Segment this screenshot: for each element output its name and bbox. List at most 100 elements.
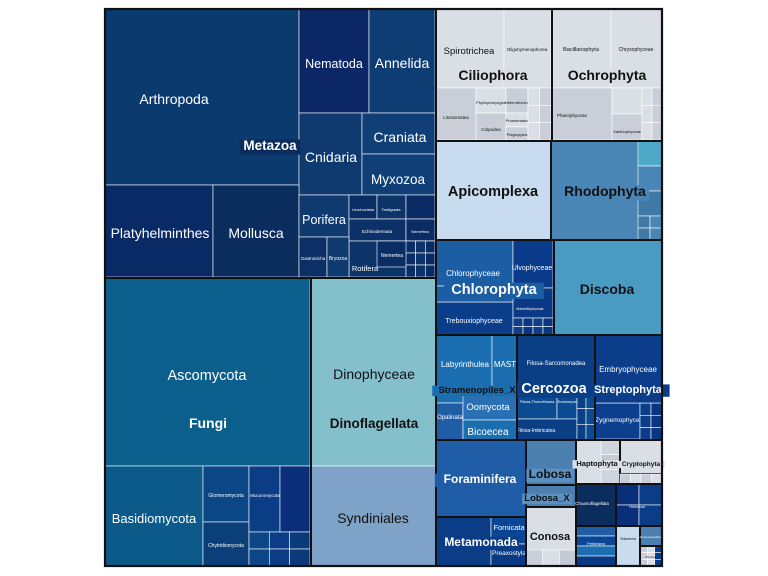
metazoa-small-cell bbox=[425, 264, 436, 278]
tile-label-colpodea: Colpodea bbox=[481, 127, 501, 132]
tile-label-prostomatea: Prostomatea bbox=[506, 118, 529, 123]
tile-label-chrysophyceae: Chrysophyceae bbox=[619, 47, 654, 53]
tile-label-mollusca: Mollusca bbox=[228, 225, 283, 241]
streptophyta-small-cell bbox=[650, 402, 663, 416]
metazoa-small-cell bbox=[415, 252, 426, 266]
tile-label-craniata: Craniata bbox=[374, 129, 427, 145]
group-label-lobosa: Lobosa bbox=[529, 467, 572, 481]
metazoa-small-cell bbox=[415, 264, 426, 278]
chlorophyta-small-cell bbox=[532, 317, 544, 327]
group-label-fungi-label-bg bbox=[185, 417, 231, 433]
tile-label-nematoda: Nematoda bbox=[305, 57, 363, 71]
tile-label-syndiniales: Syndiniales bbox=[337, 510, 409, 526]
group-label-haptophyta: Haptophyta bbox=[576, 459, 618, 468]
metazoa-small-cell bbox=[405, 252, 416, 266]
group-label-choanoflagellata: Choanoflagellata bbox=[575, 501, 609, 506]
streptophyta-small-cell bbox=[639, 402, 652, 416]
group-label-ochrophyta-label-bg bbox=[563, 69, 651, 85]
ciliophora-small-cell bbox=[539, 87, 552, 106]
tile-label-dinophyceae: Dinophyceae bbox=[333, 366, 415, 382]
tile-label-plagiopylea: Plagiopylea bbox=[507, 132, 528, 137]
metazoa-small-cell bbox=[425, 240, 436, 254]
tile-label-tardigrada: Tardigrada bbox=[382, 207, 402, 212]
group-label-dinoflagellata: Dinoflagellata bbox=[330, 416, 419, 431]
tile-label-oligohymenophorea: Oligohymenophorea bbox=[507, 47, 548, 52]
tile-label-xanthophyceae: Xanthophyceae bbox=[613, 129, 642, 134]
group-label-dinoflagellata-label-bg bbox=[315, 417, 433, 433]
tile-label-nemertea: Nemertea bbox=[411, 229, 429, 234]
tile-label-ascomycota: Ascomycota bbox=[168, 368, 248, 384]
tile-label-echinodermata: Echinodermata bbox=[362, 229, 393, 234]
tile-label-opalinata: Opalinata bbox=[437, 415, 463, 421]
group-label-rhodophyta-label-bg bbox=[561, 185, 649, 201]
group-label-ciliophora-label-bg bbox=[449, 69, 537, 85]
fungi-small-cell bbox=[269, 548, 290, 567]
haptophyta-small-cell bbox=[600, 439, 621, 455]
conosa-small-cell bbox=[542, 549, 560, 567]
tile-cnidaria bbox=[298, 112, 363, 196]
tile-label-mast: MAST bbox=[494, 360, 516, 369]
fungi-small-cell bbox=[248, 531, 270, 550]
tile-label-myxozoa: Myxozoa bbox=[371, 172, 426, 187]
tile-zygnemophyceae bbox=[594, 402, 641, 440]
ochrophyta-small-cell bbox=[641, 87, 653, 106]
tile-label-filosa-sarcomonadea: Filosa-Sarcomonadea bbox=[527, 361, 586, 367]
tile-label-preaxostyla: Preaxostyla bbox=[492, 550, 526, 557]
tile-dinophyceae bbox=[310, 277, 437, 467]
tile-chytridiomycota bbox=[202, 521, 250, 567]
tile-cryptophyta bbox=[619, 439, 663, 475]
group-label-conosa-label-bg bbox=[528, 531, 572, 544]
tile-label-platyhelminthes: Platyhelminthes bbox=[111, 225, 210, 241]
tile-label-annelida: Annelida bbox=[375, 55, 430, 71]
chlorophyta-small-cell bbox=[542, 326, 554, 336]
group-label-cercozoa: Cercozoa bbox=[521, 381, 587, 397]
tile-colpodea bbox=[475, 112, 507, 141]
group-label-stramenopiles-x: Stramenopiles_X bbox=[438, 385, 516, 396]
ochrophyta-small-cell bbox=[651, 122, 663, 141]
chlorophyta-small-cell bbox=[522, 317, 534, 327]
cryptophyta-small-cell bbox=[640, 473, 652, 485]
tile-bolidophyceae bbox=[611, 87, 643, 115]
group-label-apicomplexa: Apicomplexa bbox=[448, 184, 539, 200]
tile-myxozoa bbox=[361, 153, 436, 196]
streptophyta-small-cell bbox=[650, 415, 663, 428]
group-label-lobosa-label-bg bbox=[526, 468, 574, 483]
ciliophora-small-cell bbox=[527, 122, 540, 141]
tile-label-spirotrichea: Spirotrichea bbox=[444, 46, 495, 57]
streptophyta-small-cell bbox=[639, 427, 652, 441]
tile-label-glomeromycota: Glomeromycota bbox=[208, 493, 244, 499]
heliozoa-cells-cell bbox=[615, 483, 640, 506]
group-label-metazoa: Metazoa bbox=[243, 138, 297, 153]
ochrophyta-small-cell bbox=[651, 87, 663, 106]
group-label-foraminifera: Foraminifera bbox=[444, 472, 517, 486]
group-label-chlorophyta: Chlorophyta bbox=[451, 282, 537, 298]
tile-gastrotricha bbox=[298, 236, 328, 278]
ciliophora-small-cell bbox=[527, 105, 540, 123]
tile-label-endomyxa: Endomyxa bbox=[558, 399, 578, 404]
rhodophyta-tiny-cell bbox=[637, 227, 651, 241]
group-label-metamonada-label-bg bbox=[443, 536, 519, 551]
perkinsea-cells-cell bbox=[575, 545, 617, 557]
tile-litostomatea bbox=[435, 87, 477, 141]
cryptophyta-small-cell bbox=[630, 473, 642, 485]
tile-label-urochordata: Urochordata bbox=[352, 207, 375, 212]
tile-label-bicoecea: Bicoecea bbox=[467, 427, 509, 438]
tile-label-fornicata: Fornicata bbox=[493, 523, 525, 532]
chlorophyta-small-cell bbox=[532, 326, 544, 336]
group-label-chlorophyta-label-bg bbox=[444, 282, 544, 299]
tile-nematoda bbox=[298, 8, 370, 114]
group-label-ochrophyta: Ochrophyta bbox=[568, 67, 647, 83]
tile-label-zygnemophyceae: Zygnemophyceae bbox=[595, 417, 647, 424]
group-label-ciliophora: Ciliophora bbox=[458, 67, 527, 83]
ciliophora-small-cell bbox=[527, 87, 540, 106]
ciliophora-small-cell bbox=[539, 122, 552, 141]
tile-ascomycota bbox=[104, 277, 311, 467]
metazoa-small-cell bbox=[415, 240, 426, 254]
tile-label-embryophyceae: Embryophyceae bbox=[599, 365, 657, 374]
group-label-lobosa-x-label-bg bbox=[522, 493, 572, 505]
cryptophyta-small-cell bbox=[651, 473, 663, 485]
streptophyta-small-cell bbox=[650, 427, 663, 441]
group-label-foraminifera-label-bg bbox=[434, 473, 526, 488]
tile-fungi-misc bbox=[279, 465, 311, 533]
group-label-metamonada: Metamonada bbox=[444, 535, 518, 549]
